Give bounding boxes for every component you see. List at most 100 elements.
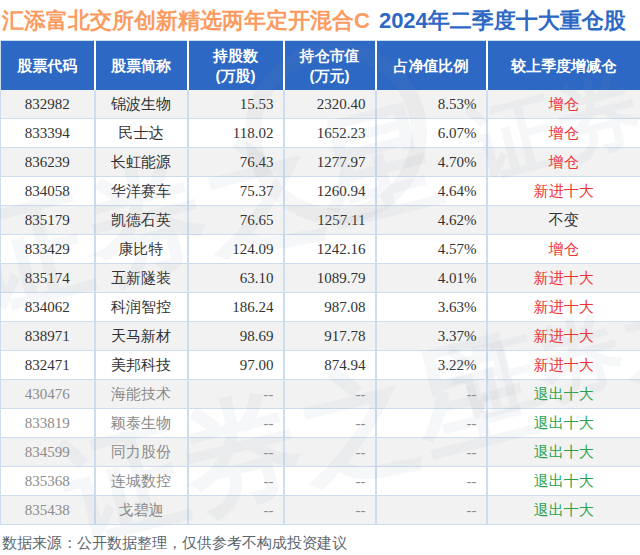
- table-row: 835368 连城数控 -- -- -- 退出十大: [1, 467, 640, 496]
- change-status-cell: 增仓: [487, 90, 640, 119]
- net-ratio-cell: 8.53%: [376, 90, 487, 119]
- stock-name-cell: 科润智控: [95, 293, 188, 322]
- holdings-table: 股票代码 股票简称 持股数 (万股) 持仓市值 (万元) 占净值比例 较上季度增…: [0, 40, 640, 525]
- stock-name-cell: 锦波生物: [95, 90, 188, 119]
- shares-held-cell: --: [188, 409, 284, 438]
- change-status-cell: 增仓: [487, 148, 640, 177]
- fund-name: 汇添富北交所创新精选两年定开混合C: [2, 8, 370, 33]
- table-row: 835179 凯德石英 76.65 1257.11 4.62% 不变: [1, 206, 640, 235]
- change-status-cell: 不变: [487, 206, 640, 235]
- shares-held-cell: --: [188, 467, 284, 496]
- table-row: 832982 锦波生物 15.53 2320.40 8.53% 增仓: [1, 90, 640, 119]
- shares-held-cell: 76.43: [188, 148, 284, 177]
- net-ratio-cell: 4.70%: [376, 148, 487, 177]
- shares-held-cell: 75.37: [188, 177, 284, 206]
- stock-name-cell: 天马新材: [95, 322, 188, 351]
- table-row: 832471 美邦科技 97.00 874.94 3.22% 新进十大: [1, 351, 640, 380]
- stock-code-cell: 836239: [1, 148, 95, 177]
- holding-value-cell: 1652.23: [284, 119, 376, 148]
- holding-value-cell: --: [284, 438, 376, 467]
- stock-code-cell: 835368: [1, 467, 95, 496]
- change-status-cell: 退出十大: [487, 496, 640, 525]
- change-status-cell: 增仓: [487, 235, 640, 264]
- shares-held-cell: 15.53: [188, 90, 284, 119]
- holding-value-cell: 1257.11: [284, 206, 376, 235]
- stock-name-cell: 凯德石英: [95, 206, 188, 235]
- stock-name-cell: 长虹能源: [95, 148, 188, 177]
- stock-code-cell: 832471: [1, 351, 95, 380]
- stock-name-cell: 五新隧装: [95, 264, 188, 293]
- net-ratio-cell: 3.37%: [376, 322, 487, 351]
- table-row: 834062 科润智控 186.24 987.08 3.63% 新进十大: [1, 293, 640, 322]
- net-ratio-cell: --: [376, 438, 487, 467]
- net-ratio-cell: --: [376, 496, 487, 525]
- col-header-net-ratio: 占净值比例: [376, 41, 487, 91]
- data-source-note: 数据来源：公开数据整理，仅供参考不构成投资建议: [0, 533, 640, 553]
- change-status-cell: 新进十大: [487, 351, 640, 380]
- net-ratio-cell: --: [376, 380, 487, 409]
- shares-held-cell: 97.00: [188, 351, 284, 380]
- change-status-cell: 退出十大: [487, 467, 640, 496]
- page-title: 汇添富北交所创新精选两年定开混合C 2024年二季度十大重仓股: [0, 0, 640, 35]
- table-row: 834058 华洋赛车 75.37 1260.94 4.64% 新进十大: [1, 177, 640, 206]
- holding-value-cell: --: [284, 467, 376, 496]
- stock-code-cell: 430476: [1, 380, 95, 409]
- table-row: 834599 同力股份 -- -- -- 退出十大: [1, 438, 640, 467]
- holding-value-cell: 987.08: [284, 293, 376, 322]
- table-row: 835438 戈碧迦 -- -- -- 退出十大: [1, 496, 640, 525]
- stock-code-cell: 833819: [1, 409, 95, 438]
- stock-name-cell: 民士达: [95, 119, 188, 148]
- net-ratio-cell: 4.57%: [376, 235, 487, 264]
- holding-value-cell: 1242.16: [284, 235, 376, 264]
- holding-value-cell: 1277.97: [284, 148, 376, 177]
- col-header-stock-code: 股票代码: [1, 41, 95, 91]
- table-row: 836239 长虹能源 76.43 1277.97 4.70% 增仓: [1, 148, 640, 177]
- table-row: 835174 五新隧装 63.10 1089.79 4.01% 新进十大: [1, 264, 640, 293]
- stock-code-cell: 834058: [1, 177, 95, 206]
- holding-value-cell: 1089.79: [284, 264, 376, 293]
- net-ratio-cell: 4.62%: [376, 206, 487, 235]
- net-ratio-cell: 4.01%: [376, 264, 487, 293]
- net-ratio-cell: 4.64%: [376, 177, 487, 206]
- shares-held-cell: 186.24: [188, 293, 284, 322]
- stock-name-cell: 华洋赛车: [95, 177, 188, 206]
- stock-name-cell: 康比特: [95, 235, 188, 264]
- net-ratio-cell: --: [376, 409, 487, 438]
- holding-value-cell: 1260.94: [284, 177, 376, 206]
- stock-name-cell: 连城数控: [95, 467, 188, 496]
- table-row: 833394 民士达 118.02 1652.23 6.07% 增仓: [1, 119, 640, 148]
- shares-held-cell: 63.10: [188, 264, 284, 293]
- change-status-cell: 新进十大: [487, 177, 640, 206]
- shares-held-cell: --: [188, 438, 284, 467]
- change-status-cell: 新进十大: [487, 264, 640, 293]
- shares-held-cell: 98.69: [188, 322, 284, 351]
- col-header-qoq-change: 较上季度增减仓: [487, 41, 640, 91]
- net-ratio-cell: --: [376, 467, 487, 496]
- report-period: 2024年二季度十大重仓股: [379, 8, 626, 33]
- net-ratio-cell: 6.07%: [376, 119, 487, 148]
- shares-held-cell: 124.09: [188, 235, 284, 264]
- col-header-shares-held: 持股数 (万股): [188, 41, 284, 91]
- stock-code-cell: 833429: [1, 235, 95, 264]
- header-row: 股票代码 股票简称 持股数 (万股) 持仓市值 (万元) 占净值比例 较上季度增…: [1, 41, 640, 91]
- holding-value-cell: 874.94: [284, 351, 376, 380]
- holding-value-cell: 2320.40: [284, 90, 376, 119]
- net-ratio-cell: 3.63%: [376, 293, 487, 322]
- holding-value-cell: --: [284, 409, 376, 438]
- stock-name-cell: 同力股份: [95, 438, 188, 467]
- change-status-cell: 退出十大: [487, 380, 640, 409]
- shares-held-cell: --: [188, 380, 284, 409]
- shares-held-cell: --: [188, 496, 284, 525]
- stock-name-cell: 美邦科技: [95, 351, 188, 380]
- stock-name-cell: 海能技术: [95, 380, 188, 409]
- stock-code-cell: 835179: [1, 206, 95, 235]
- change-status-cell: 增仓: [487, 119, 640, 148]
- shares-held-cell: 118.02: [188, 119, 284, 148]
- holding-value-cell: --: [284, 496, 376, 525]
- change-status-cell: 新进十大: [487, 322, 640, 351]
- stock-code-cell: 833394: [1, 119, 95, 148]
- stock-code-cell: 834599: [1, 438, 95, 467]
- table-row: 838971 天马新材 98.69 917.78 3.37% 新进十大: [1, 322, 640, 351]
- table-row: 833819 颖泰生物 -- -- -- 退出十大: [1, 409, 640, 438]
- table-row: 833429 康比特 124.09 1242.16 4.57% 增仓: [1, 235, 640, 264]
